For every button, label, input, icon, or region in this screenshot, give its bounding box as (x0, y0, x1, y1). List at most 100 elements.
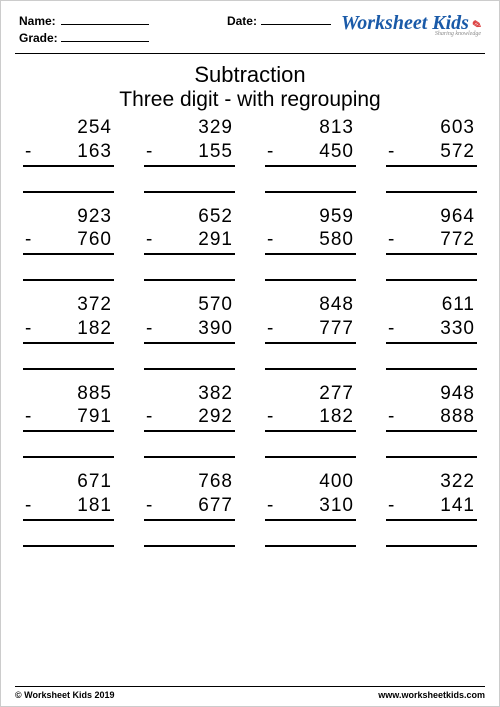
minuend: 959 (265, 205, 356, 229)
problem-16: 948- 888 (386, 382, 477, 459)
subtrahend: 777 (319, 317, 354, 341)
minuend: 570 (144, 293, 235, 317)
title-sub: Three digit - with regrouping (1, 88, 499, 112)
answer-line[interactable] (144, 523, 235, 547)
answer-line[interactable] (23, 257, 114, 281)
subtrahend: 141 (440, 494, 475, 518)
subtrahend: 330 (440, 317, 475, 341)
subtrahend: 677 (198, 494, 233, 518)
problem-9: 372-182 (23, 293, 114, 370)
answer-line[interactable] (265, 523, 356, 547)
subtrahend: 163 (77, 140, 112, 164)
subtrahend: 181 (77, 494, 112, 518)
answer-line[interactable] (265, 169, 356, 193)
problem-7: 959- 580 (265, 205, 356, 282)
minuend: 382 (144, 382, 235, 406)
minuend: 400 (265, 470, 356, 494)
problem-19: 400-310 (265, 470, 356, 547)
operator: - (23, 405, 31, 429)
minuend: 848 (265, 293, 356, 317)
answer-line[interactable] (386, 346, 477, 370)
subtrahend: 182 (77, 317, 112, 341)
minuend: 813 (265, 116, 356, 140)
minuend: 768 (144, 470, 235, 494)
footer-rule (15, 686, 485, 687)
answer-line[interactable] (386, 169, 477, 193)
header-rule (15, 53, 485, 54)
answer-line[interactable] (386, 257, 477, 281)
subtrahend: 888 (440, 405, 475, 429)
answer-line[interactable] (144, 346, 235, 370)
operator: - (265, 228, 273, 252)
answer-line[interactable] (23, 169, 114, 193)
operator: - (23, 317, 31, 341)
minuend: 329 (144, 116, 235, 140)
grade-label: Grade: (19, 31, 61, 45)
name-input-line[interactable] (61, 13, 149, 25)
problem-6: 652-291 (144, 205, 235, 282)
problem-12: 611-330 (386, 293, 477, 370)
answer-line[interactable] (144, 169, 235, 193)
answer-line[interactable] (23, 346, 114, 370)
minuend: 652 (144, 205, 235, 229)
name-label: Name: (19, 14, 61, 28)
problem-13: 885- 791 (23, 382, 114, 459)
subtrahend: 450 (319, 140, 354, 164)
minuend: 948 (386, 382, 477, 406)
subtrahend: 182 (319, 405, 354, 429)
answer-line[interactable] (23, 434, 114, 458)
problem-17: 671-181 (23, 470, 114, 547)
answer-line[interactable] (265, 434, 356, 458)
minuend: 322 (386, 470, 477, 494)
operator: - (386, 317, 394, 341)
problem-15: 277- 182 (265, 382, 356, 459)
subtrahend: 760 (77, 228, 112, 252)
operator: - (386, 140, 394, 164)
subtrahend: 580 (319, 228, 354, 252)
subtrahend: 791 (77, 405, 112, 429)
grade-input-line[interactable] (61, 30, 149, 42)
operator: - (265, 405, 273, 429)
operator: - (144, 494, 152, 518)
problem-5: 923- 760 (23, 205, 114, 282)
date-input-line[interactable] (261, 13, 331, 25)
operator: - (265, 140, 273, 164)
problem-3: 813- 450 (265, 116, 356, 193)
answer-line[interactable] (23, 523, 114, 547)
answer-line[interactable] (265, 257, 356, 281)
problems-grid: 254-163329-155813-450603-572923-760652-2… (1, 112, 499, 547)
minuend: 964 (386, 205, 477, 229)
minuend: 923 (23, 205, 114, 229)
problem-8: 964-772 (386, 205, 477, 282)
minuend: 885 (23, 382, 114, 406)
problem-11: 848- 777 (265, 293, 356, 370)
brand-logo: Worksheet Kids✎ Sharing knowledge (341, 13, 481, 37)
operator: - (144, 140, 152, 164)
answer-line[interactable] (144, 257, 235, 281)
operator: - (386, 405, 394, 429)
problem-20: 322-141 (386, 470, 477, 547)
copyright-text: © Worksheet Kids 2019 (15, 690, 115, 700)
answer-line[interactable] (144, 434, 235, 458)
answer-line[interactable] (265, 346, 356, 370)
subtrahend: 292 (198, 405, 233, 429)
operator: - (144, 228, 152, 252)
worksheet-footer: © Worksheet Kids 2019 www.worksheetkids.… (15, 686, 485, 700)
operator: - (23, 228, 31, 252)
footer-url: www.worksheetkids.com (378, 690, 485, 700)
problem-1: 254-163 (23, 116, 114, 193)
date-label: Date: (227, 14, 257, 28)
problem-18: 768- 677 (144, 470, 235, 547)
minuend: 277 (265, 382, 356, 406)
subtrahend: 310 (319, 494, 354, 518)
operator: - (265, 317, 273, 341)
answer-line[interactable] (386, 434, 477, 458)
operator: - (144, 317, 152, 341)
subtrahend: 390 (198, 317, 233, 341)
operator: - (23, 494, 31, 518)
problem-4: 603-572 (386, 116, 477, 193)
minuend: 603 (386, 116, 477, 140)
title-main: Subtraction (1, 62, 499, 88)
answer-line[interactable] (386, 523, 477, 547)
worksheet-header: Name: Grade: Date: Worksheet Kids✎ Shari… (1, 1, 499, 51)
